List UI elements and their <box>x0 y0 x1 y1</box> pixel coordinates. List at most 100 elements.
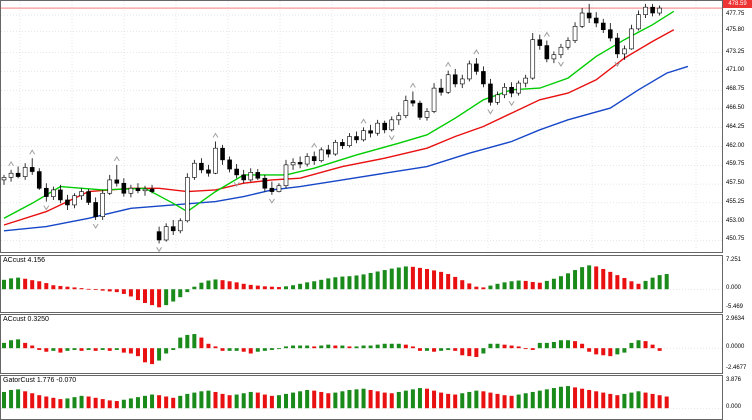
histogram-bar-up <box>9 389 14 409</box>
histogram-bar-down <box>58 348 63 353</box>
histogram-bar-down <box>220 348 225 351</box>
histogram-bar-up <box>396 267 401 290</box>
histogram-bar-up <box>262 348 267 351</box>
histogram-bar-up <box>650 277 655 290</box>
histogram-bar-down <box>495 393 500 409</box>
histogram-bar-up <box>558 340 563 349</box>
histogram-bar-up <box>9 278 14 290</box>
bear-candle <box>615 37 620 55</box>
histogram-bar-down <box>657 348 662 351</box>
price-axis-tick: 477.75 <box>726 11 745 18</box>
histogram-bar-down <box>23 278 28 290</box>
histogram-bar-up <box>488 285 493 290</box>
histogram-bar-up <box>269 348 274 350</box>
histogram-bar-down <box>382 392 387 409</box>
histogram-bar-down <box>206 343 211 349</box>
ao-indicator-label: ACcust 0.3250 <box>3 316 49 323</box>
bear-candle <box>600 22 606 31</box>
histogram-bar-down <box>44 283 49 290</box>
bull-candle <box>8 172 14 178</box>
histogram-bar-down <box>150 348 155 365</box>
histogram-bar-up <box>333 392 338 409</box>
histogram-bar-down <box>79 348 84 351</box>
histogram-bar-down <box>425 268 429 290</box>
histogram-bar-down <box>312 390 317 409</box>
histogram-bar-up <box>544 280 549 290</box>
histogram-bar-down <box>601 392 606 409</box>
histogram-bar-down <box>23 391 28 409</box>
histogram-bar-up <box>178 337 183 349</box>
bull-candle <box>459 78 465 85</box>
histogram-bar-down <box>460 280 465 290</box>
histogram-bar-down <box>227 281 232 290</box>
bear-candle <box>93 202 98 217</box>
bull-candle <box>283 164 289 187</box>
histogram-bar-up <box>460 393 465 409</box>
histogram-bar-up <box>121 399 126 409</box>
histogram-bar-down <box>171 397 176 409</box>
pane-frame <box>0 255 723 313</box>
histogram-bar-down <box>241 348 246 352</box>
histogram-bar-up <box>425 348 429 351</box>
histogram-bar-up <box>135 397 140 409</box>
histogram-bar-down <box>580 343 585 349</box>
histogram-bar-down <box>135 289 140 301</box>
bull-candle <box>163 226 169 241</box>
histogram-bar-up <box>206 280 211 290</box>
ac-indicator-label: ACcust 4.156 <box>3 257 46 264</box>
histogram-bar-up <box>284 286 288 290</box>
histogram-bar-up <box>227 348 232 351</box>
histogram-bar-down <box>664 396 669 409</box>
histogram-bar-down <box>523 348 528 350</box>
histogram-bar-down <box>199 337 204 349</box>
histogram-bar-down <box>262 394 267 409</box>
histogram-bar-down <box>453 394 458 409</box>
fractal-up-icon <box>409 82 416 88</box>
bull-candle <box>424 111 430 118</box>
histogram-bar-down <box>509 395 514 409</box>
bear-candle <box>15 172 21 177</box>
histogram-bar-down <box>417 348 422 351</box>
histogram-bar-up <box>664 274 669 290</box>
histogram-bar-up <box>544 389 549 409</box>
histogram-bar-up <box>319 279 324 290</box>
histogram-bar-up <box>495 343 500 349</box>
histogram-bar-down <box>594 266 599 290</box>
histogram-bar-down <box>157 395 162 409</box>
histogram-bar-down <box>375 391 380 409</box>
bull-candle <box>558 46 564 56</box>
histogram-bar-down <box>601 348 606 356</box>
bear-candle <box>58 189 63 201</box>
histogram-bar-up <box>396 343 401 349</box>
bull-candle <box>657 7 662 14</box>
bull-candle <box>333 142 338 155</box>
fractal-up-icon <box>113 155 120 162</box>
price-axis-tick: 475.80 <box>726 27 745 34</box>
histogram-bar-down <box>587 348 592 352</box>
histogram-bar-down <box>269 395 274 409</box>
histogram-bar-up <box>319 345 324 349</box>
histogram-bar-up <box>65 348 70 351</box>
bear-candle <box>297 162 303 165</box>
histogram-bar-up <box>340 391 345 409</box>
bull-candle <box>389 119 395 131</box>
pane-frame <box>0 314 723 374</box>
histogram-bar-up <box>523 393 528 409</box>
histogram-bar-down <box>453 348 458 351</box>
histogram-bar-down <box>213 391 218 409</box>
histogram-bar-up <box>2 342 6 349</box>
histogram-bar-up <box>206 390 211 409</box>
histogram-bar-up <box>2 279 6 290</box>
fractal-up-icon <box>29 149 36 155</box>
bear-candle <box>325 149 331 155</box>
histogram-bar-up <box>446 348 451 350</box>
bull-candle <box>192 162 197 178</box>
histogram-bar-down <box>594 391 599 409</box>
histogram-bar-up <box>354 389 359 409</box>
fractal-up-icon <box>8 160 14 167</box>
histogram-bar-down <box>417 267 422 290</box>
histogram-bar-up <box>382 343 387 349</box>
fractal-up-icon <box>473 49 480 55</box>
